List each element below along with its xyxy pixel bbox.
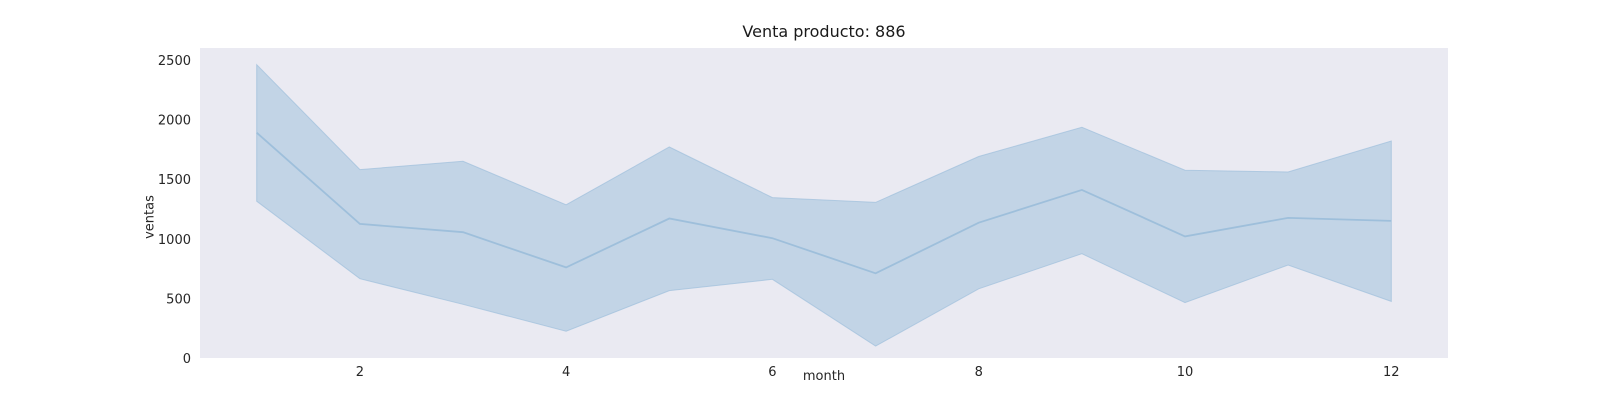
x-tick-label: 2: [356, 365, 364, 380]
confidence-band: [256, 63, 1392, 347]
y-tick-label: 1000: [158, 233, 191, 248]
chart-title: Venta producto: 886: [742, 22, 906, 41]
x-axis-label: month: [802, 369, 846, 384]
x-tick-label: 4: [562, 365, 570, 380]
x-tick-label: 10: [1177, 365, 1194, 380]
y-tick-label: 0: [183, 352, 191, 367]
x-tick-label: 8: [975, 365, 983, 380]
y-tick-label: 500: [166, 292, 191, 307]
y-tick-label: 2500: [158, 54, 191, 69]
y-tick-label: 1500: [158, 173, 191, 188]
series-line: [256, 132, 1392, 275]
x-tick-label: 12: [1383, 365, 1400, 380]
x-tick-label: 6: [768, 365, 776, 380]
y-tick-label: 2000: [158, 114, 191, 129]
